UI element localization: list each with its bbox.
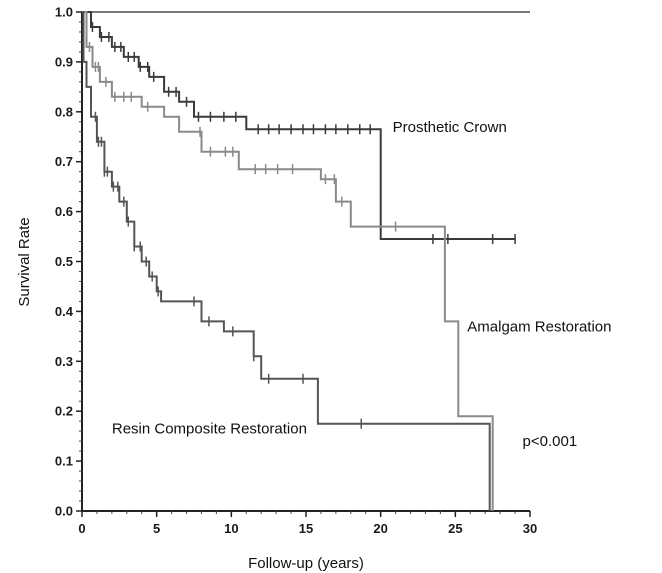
x-tick-label: 5 — [153, 521, 160, 536]
annotation-label: Resin Composite Restoration — [112, 421, 307, 438]
y-tick-label: 0.2 — [55, 404, 73, 419]
series-line-resin-composite-restoration — [82, 11, 491, 511]
x-tick-label: 25 — [448, 521, 462, 536]
annotation-label: p<0.001 — [523, 433, 578, 450]
y-tick-label: 0.9 — [55, 54, 73, 69]
annotation-layer: Prosthetic Crown Amalgam Restoration Resin… — [112, 119, 612, 450]
y-tick-label: 0.3 — [55, 354, 73, 369]
y-axis-ticks: 0.0 0.1 0.2 0.3 0.4 0.5 0.6 0.7 0.8 0.9 1.0 — [55, 5, 82, 519]
y-tick-label: 0.4 — [55, 304, 74, 319]
y-tick-label: 0.8 — [55, 104, 73, 119]
y-axis-title: Survival Rate — [16, 217, 33, 306]
series-line-amalgam-restoration — [82, 11, 494, 511]
x-tick-label: 10 — [224, 521, 238, 536]
x-tick-label: 0 — [78, 521, 85, 536]
y-tick-label: 0.1 — [55, 454, 73, 469]
y-tick-label: 0.6 — [55, 204, 73, 219]
x-axis-ticks: 0 5 10 15 20 25 30 — [78, 511, 537, 536]
y-tick-label: 0.7 — [55, 154, 73, 169]
x-tick-label: 15 — [299, 521, 313, 536]
series-layer — [82, 11, 516, 511]
x-axis-title: Follow-up (years) — [248, 555, 364, 572]
x-tick-label: 20 — [373, 521, 387, 536]
annotation-label: Prosthetic Crown — [393, 119, 507, 136]
y-tick-label: 0.5 — [55, 254, 73, 269]
y-tick-label: 1.0 — [55, 5, 73, 20]
x-tick-label: 30 — [523, 521, 537, 536]
annotation-label: Amalgam Restoration — [467, 318, 611, 335]
y-tick-label: 0.0 — [55, 504, 73, 519]
